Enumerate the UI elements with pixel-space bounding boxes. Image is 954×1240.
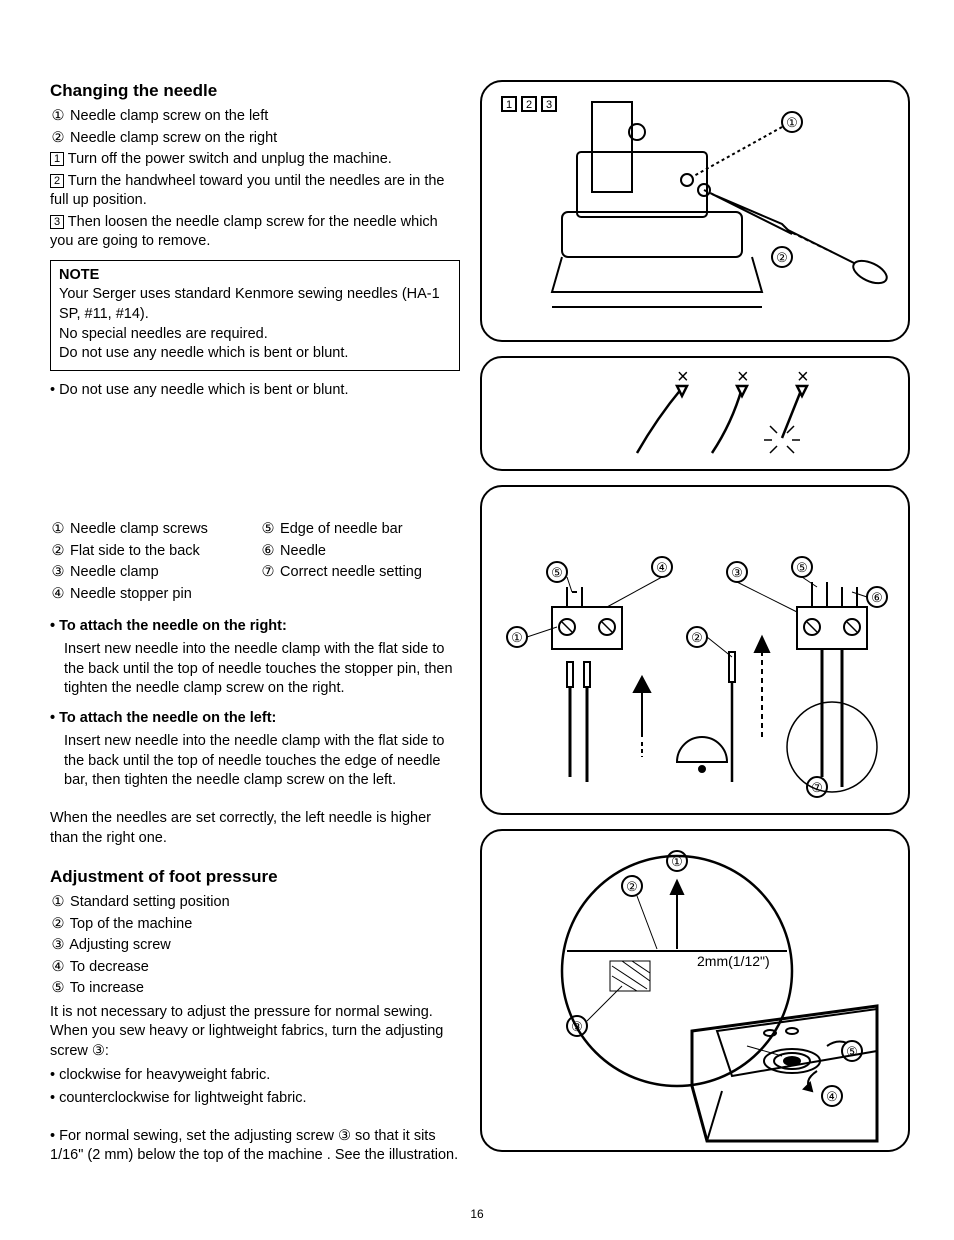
legend-two-col: ① Needle clamp screws ② Flat side to the… bbox=[50, 520, 460, 606]
figure-3: ⑤ ④ ③ ⑤ ⑥ ① ② ⑦ bbox=[480, 485, 910, 815]
page-number: 16 bbox=[0, 1206, 954, 1222]
note-line-1: Your Serger uses standard Kenmore sewing… bbox=[59, 285, 451, 324]
attach-left-title: • To attach the needle on the left: bbox=[50, 709, 460, 729]
svg-text:②: ② bbox=[691, 630, 703, 645]
item-square-2: 2 Turn the handwheel toward you until th… bbox=[50, 172, 460, 211]
square-2-icon: 2 bbox=[50, 174, 64, 188]
figure-1: 1 2 3 bbox=[480, 80, 910, 342]
svg-text:①: ① bbox=[671, 854, 683, 869]
section1-closing: When the needles are set correctly, the … bbox=[50, 809, 460, 848]
s2-item3: ③ Adjusting screw bbox=[50, 936, 460, 956]
circle-1-icon: ① bbox=[50, 107, 66, 127]
svg-text:2: 2 bbox=[526, 99, 532, 111]
s2-item1: ① Standard setting position bbox=[50, 893, 460, 913]
svg-text:⑤: ⑤ bbox=[846, 1044, 858, 1059]
legend-a2: ② Flat side to the back bbox=[50, 542, 260, 562]
svg-text:④: ④ bbox=[826, 1089, 838, 1104]
svg-text:③: ③ bbox=[571, 1019, 583, 1034]
legend-b1: ⑤ Edge of needle bar bbox=[260, 520, 460, 540]
svg-text:④: ④ bbox=[656, 560, 668, 575]
legend-a4: ④ Needle stopper pin bbox=[50, 585, 260, 605]
item-square-1: 1 Turn off the power switch and unplug t… bbox=[50, 150, 460, 170]
s2-item5: ⑤ To increase bbox=[50, 979, 460, 999]
svg-text:⑤: ⑤ bbox=[551, 565, 563, 580]
s2-bullet1: clockwise for heavyweight fabric. bbox=[50, 1066, 460, 1086]
section1-title: Changing the needle bbox=[50, 80, 460, 103]
s2-body1: It is not necessary to adjust the pressu… bbox=[50, 1003, 460, 1062]
s2-item2: ② Top of the machine bbox=[50, 915, 460, 935]
note-title: NOTE bbox=[59, 266, 451, 286]
section2-title: Adjustment of foot pressure bbox=[50, 866, 460, 889]
legend-a1: ① Needle clamp screws bbox=[50, 520, 260, 540]
svg-text:⑥: ⑥ bbox=[871, 590, 883, 605]
circle-2-icon: ② bbox=[50, 129, 66, 149]
attach-right-title: • To attach the needle on the right: bbox=[50, 617, 460, 637]
svg-text:②: ② bbox=[626, 879, 638, 894]
attach-left-body: Insert new needle into the needle clamp … bbox=[50, 732, 460, 791]
figure-2: × × × bbox=[480, 356, 910, 471]
item-square-3: 3 Then loosen the needle clamp screw for… bbox=[50, 213, 460, 252]
legend-b3: ⑦ Correct needle setting bbox=[260, 563, 460, 583]
note-box: NOTE Your Serger uses standard Kenmore s… bbox=[50, 260, 460, 371]
after-note-bullet: Do not use any needle which is bent or b… bbox=[50, 381, 460, 401]
s2-item4: ④ To decrease bbox=[50, 958, 460, 978]
svg-text:②: ② bbox=[776, 250, 788, 265]
svg-text:①: ① bbox=[511, 630, 523, 645]
right-column: 1 2 3 bbox=[480, 80, 910, 1170]
note-line-3: Do not use any needle which is bent or b… bbox=[59, 344, 451, 364]
svg-text:1: 1 bbox=[506, 99, 512, 111]
s2-bullet2: counterclockwise for lightweight fabric. bbox=[50, 1089, 460, 1109]
svg-text:⑤: ⑤ bbox=[796, 560, 808, 575]
item-circle-2: ② Needle clamp screw on the right bbox=[50, 129, 460, 149]
square-1-icon: 1 bbox=[50, 152, 64, 166]
svg-text:×: × bbox=[677, 366, 689, 388]
figure-4: 2mm(1/12") ① ② ③ bbox=[480, 829, 910, 1152]
item-circle-1: ① Needle clamp screw on the left bbox=[50, 107, 460, 127]
legend-b2: ⑥ Needle bbox=[260, 542, 460, 562]
attach-right-body: Insert new needle into the needle clamp … bbox=[50, 640, 460, 699]
svg-text:①: ① bbox=[786, 115, 798, 130]
left-column: Changing the needle ① Needle clamp screw… bbox=[50, 80, 460, 1170]
legend-a3: ③ Needle clamp bbox=[50, 563, 260, 583]
svg-text:×: × bbox=[797, 366, 809, 388]
svg-text:③: ③ bbox=[731, 565, 743, 580]
note-line-2: No special needles are required. bbox=[59, 325, 451, 345]
svg-text:2mm(1/12"): 2mm(1/12") bbox=[697, 953, 770, 969]
square-3-icon: 3 bbox=[50, 215, 64, 229]
svg-text:3: 3 bbox=[546, 99, 552, 111]
svg-text:×: × bbox=[737, 366, 749, 388]
s2-body2: • For normal sewing, set the adjusting s… bbox=[50, 1127, 460, 1166]
